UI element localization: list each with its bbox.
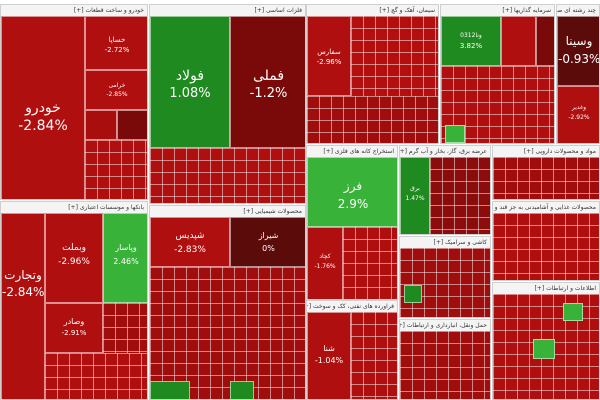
sector-shimiaei[interactable]: محصولات شیمیایی [+] شپدیس -2.83% شیراز 0… xyxy=(149,205,306,400)
tile-value: -2.84% xyxy=(18,118,68,134)
tile-minor[interactable] xyxy=(85,110,117,140)
tile-value: -2.96% xyxy=(58,257,90,267)
tile-value: -2.96% xyxy=(316,58,342,66)
tile-minor[interactable] xyxy=(230,381,254,399)
tile-minor[interactable] xyxy=(533,339,555,359)
tile-label: فولاد xyxy=(175,68,205,84)
tile-cluster[interactable] xyxy=(430,157,490,234)
tile-value: -2.91% xyxy=(61,329,87,337)
tile-label: کچاد xyxy=(319,253,331,260)
tile-label: وصادر xyxy=(63,317,85,326)
tile-cluster[interactable] xyxy=(343,227,397,299)
tile-vsadr[interactable]: وصادر -2.91% xyxy=(45,303,103,353)
tile-value: 3.82% xyxy=(459,42,483,50)
tile-value: -2.83% xyxy=(174,245,206,255)
tile-label: سفارس xyxy=(317,48,341,56)
sector-bank[interactable]: بانکها و موسسات اعتباری [+] وتجارت -2.84… xyxy=(0,201,148,400)
tile-vpasar[interactable]: وپاسار 2.46% xyxy=(103,213,147,303)
tile-minor[interactable] xyxy=(445,125,465,143)
tile-fars[interactable]: فرز 2.9% xyxy=(307,157,397,227)
tile-fameli[interactable]: فملی -1.2% xyxy=(230,16,305,148)
tile-cluster[interactable] xyxy=(493,213,599,280)
tile-value: 0% xyxy=(262,244,275,253)
tile-vghadir[interactable]: وغدیر -2.92% xyxy=(557,86,599,143)
tile-vtejarat[interactable]: وتجارت -2.84% xyxy=(1,213,45,399)
tile-minor[interactable] xyxy=(150,381,190,399)
tile-label: برق xyxy=(410,185,420,192)
tile-cluster[interactable] xyxy=(493,157,599,199)
tile-label: وغدیر xyxy=(571,104,587,111)
tile-label: وسینا xyxy=(565,34,593,48)
tile-varna[interactable]: ونا0312 3.82% xyxy=(441,16,501,66)
tile-minor[interactable] xyxy=(117,110,147,140)
tile-cluster[interactable] xyxy=(351,16,438,96)
tile-label: وتجارت xyxy=(4,268,42,282)
sector-arzeh[interactable]: عرضه برق، گاز، بخار و آب گرم [+] برق 1.4… xyxy=(399,145,491,235)
tile-label: شنا xyxy=(323,344,335,353)
tile-shabandar[interactable]: شپدیس -2.83% xyxy=(150,217,230,267)
tile-shiraz[interactable]: شیراز 0% xyxy=(230,217,305,267)
sector-ghaza[interactable]: محصولات غذایی و آشامیدنی به جز قند و شکر… xyxy=(492,201,600,281)
tile-label: خرامی xyxy=(108,82,126,89)
tile-vbmelat[interactable]: وبملت -2.96% xyxy=(45,213,103,303)
sector-kashi[interactable]: کاشی و سرامیک [+] xyxy=(399,236,491,318)
tile-cluster[interactable] xyxy=(400,331,490,399)
tile-value: -1.04% xyxy=(314,356,344,365)
tile-value: -2.84% xyxy=(2,285,45,299)
tile-foolad[interactable]: فولاد 1.08% xyxy=(150,16,230,148)
tile-minor[interactable] xyxy=(536,16,554,66)
tile-value: 1.47% xyxy=(405,195,425,202)
sector-etelaat[interactable]: اطلاعات و ارتباطات [+] xyxy=(492,282,600,400)
tile-value: -1.2% xyxy=(249,86,288,101)
tile-kcharm[interactable]: کچاد -1.76% xyxy=(307,227,343,299)
sector-sarmaye[interactable]: سرمایه گذاریها [+] ونا0312 3.82% xyxy=(440,4,555,144)
tile-cluster[interactable] xyxy=(45,353,147,399)
tile-cluster[interactable] xyxy=(150,148,305,203)
tile-label: شیراز xyxy=(258,231,279,240)
sector-felezat[interactable]: فلزات اساسی [+] فولاد 1.08% فملی -1.2% xyxy=(149,4,306,204)
tile-value: -2.85% xyxy=(106,91,128,98)
sector-faravardeh[interactable]: فراورده های نفتی، کک و سوخت [+] شنا -1.0… xyxy=(306,300,398,400)
tile-label: فملی xyxy=(252,68,285,84)
tile-label: ونا0312 xyxy=(460,32,482,39)
tile-khodro[interactable]: خودرو -2.84% xyxy=(1,16,85,199)
tile-cluster[interactable] xyxy=(400,248,490,317)
tile-value: -0.93% xyxy=(558,52,600,66)
tile-cluster[interactable] xyxy=(85,140,147,199)
tile-cluster[interactable] xyxy=(150,267,305,399)
tile-khasapa[interactable]: خساپا -2.72% xyxy=(85,16,147,70)
tile-cluster[interactable] xyxy=(307,96,438,143)
tile-kharam[interactable]: خرامی -2.85% xyxy=(85,70,147,110)
sector-siman[interactable]: سیمان، آهک و گچ [+] سفارس -2.96% xyxy=(306,4,439,144)
tile-cluster[interactable] xyxy=(351,312,397,399)
tile-label: وپاسار xyxy=(115,243,137,252)
tile-label: خودرو xyxy=(25,100,61,116)
tile-label: وبملت xyxy=(62,243,86,253)
tile-value: -2.92% xyxy=(568,114,590,121)
tile-value: -1.76% xyxy=(314,263,336,270)
tile-value: 1.08% xyxy=(169,86,211,101)
tile-value: 2.9% xyxy=(337,197,369,211)
tile-value: -2.72% xyxy=(104,46,130,54)
sector-daroo[interactable]: مواد و محصولات دارویی [+] xyxy=(492,145,600,200)
tile-value: 2.46% xyxy=(113,257,139,266)
tile-minor[interactable] xyxy=(501,16,536,66)
tile-label: شپدیس xyxy=(175,231,205,241)
sector-hamlonaghl[interactable]: حمل ونقل، انبارداری و ارتباطات [+] xyxy=(399,319,491,400)
tile-minor[interactable] xyxy=(563,303,583,321)
tile-cluster[interactable] xyxy=(103,303,147,353)
tile-vsina[interactable]: وسینا -0.93% xyxy=(557,16,600,86)
tile-shana[interactable]: شنا -1.04% xyxy=(307,312,351,399)
sector-khodro[interactable]: خودرو و ساخت قطعات [+] خودرو -2.84% خساپ… xyxy=(0,4,148,200)
tile-bargh[interactable]: برق 1.47% xyxy=(400,157,430,234)
sector-right[interactable]: چند رشته ای صنعتی [+] وسینا -0.93% وغدیر… xyxy=(556,4,600,144)
tile-sfars[interactable]: سفارس -2.96% xyxy=(307,16,351,96)
tile-label: خساپا xyxy=(108,36,126,44)
tile-minor[interactable] xyxy=(404,285,422,303)
sector-estekhraj[interactable]: استخراج کانه های فلزی [+] فرز 2.9% کچاد … xyxy=(306,145,398,300)
tile-label: فرز xyxy=(343,179,363,193)
